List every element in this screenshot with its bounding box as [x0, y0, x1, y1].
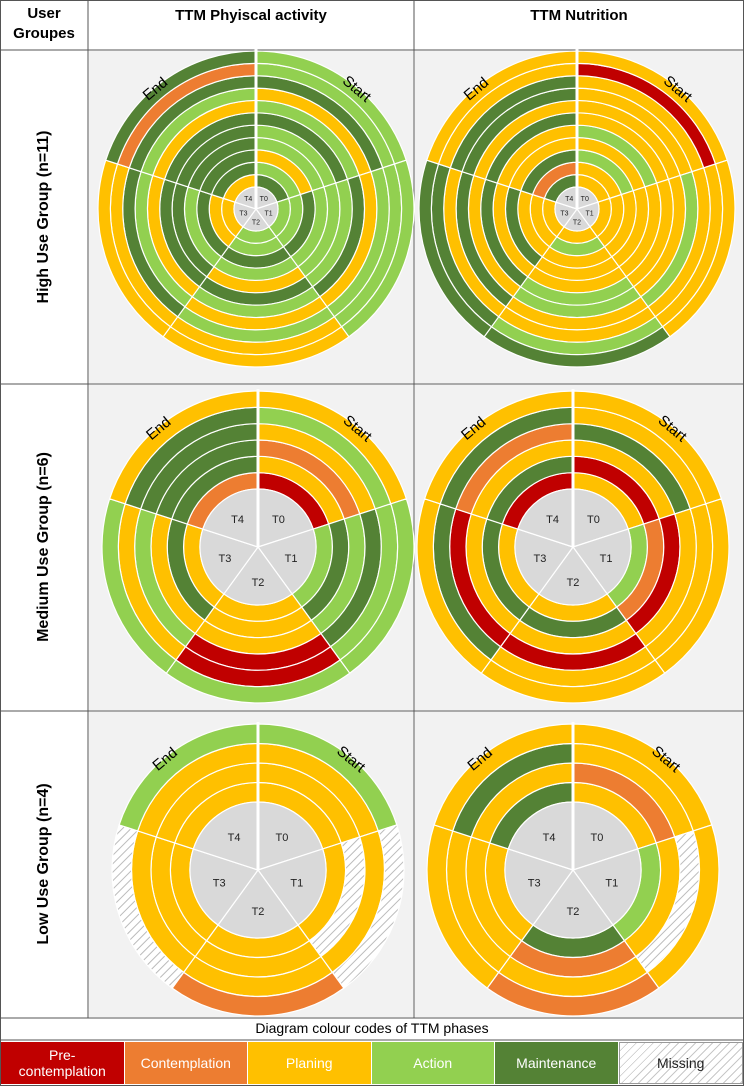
sector-label: T3 [528, 878, 541, 890]
sector-label: T0 [581, 196, 589, 203]
center-sector [223, 545, 293, 606]
center-sector [572, 848, 642, 926]
center-sector [189, 848, 259, 926]
center-sector [517, 488, 574, 548]
sector-label: T4 [565, 196, 573, 203]
sector-label: T1 [585, 211, 593, 218]
legend: Pre-contemplation Contemplation Planing Act… [1, 1042, 743, 1084]
sector-label: T4 [231, 514, 244, 526]
sector-label: T2 [252, 906, 265, 918]
sector-label: T0 [587, 514, 600, 526]
sector-label: T3 [218, 553, 231, 565]
sector-label: T1 [264, 211, 272, 218]
center-sector [514, 528, 574, 595]
legend-title: Diagram colour codes of TTM phases [255, 1020, 489, 1036]
center-sector [257, 488, 314, 548]
sector-label: T2 [252, 577, 265, 589]
center-sector [538, 545, 608, 606]
center-sector [257, 848, 327, 926]
center-sector [257, 528, 317, 595]
center-sector [257, 801, 324, 871]
center-sector [504, 848, 574, 926]
sector-label: T2 [573, 220, 581, 227]
sector-label: T1 [290, 878, 303, 890]
center-sector [572, 528, 632, 595]
legend-item-precontemplation: Pre-contemplation [1, 1042, 125, 1084]
legend-item-planing: Planing [248, 1042, 372, 1084]
sector-label: T2 [567, 577, 580, 589]
sector-label: T4 [228, 832, 241, 844]
center-sector [532, 868, 614, 939]
legend-item-missing: Missing [618, 1042, 743, 1084]
sector-label: T4 [543, 832, 556, 844]
legend-item-action: Action [371, 1042, 495, 1084]
center-sector [217, 868, 299, 939]
legend-item-contemplation: Contemplation [124, 1042, 248, 1084]
sector-label: T2 [567, 906, 580, 918]
sector-label: T4 [546, 514, 559, 526]
sector-label: T3 [213, 878, 226, 890]
col-header-physical: TTM Phyiscal activity [175, 7, 327, 24]
sector-label: T3 [239, 211, 247, 218]
center-sector [572, 801, 639, 871]
center-sector [192, 801, 259, 871]
center-sector [202, 488, 259, 548]
sector-label: T1 [605, 878, 618, 890]
sector-label: T0 [272, 514, 285, 526]
sector-label: T0 [276, 832, 289, 844]
sector-label: T1 [285, 553, 298, 565]
sector-label: T0 [260, 196, 268, 203]
center-sector [572, 488, 629, 548]
center-sector [507, 801, 574, 871]
center-sector [199, 528, 259, 595]
sector-label: T2 [252, 220, 260, 227]
sector-label: T0 [591, 832, 604, 844]
col-header-nutrition: TTM Nutrition [530, 7, 628, 24]
legend-item-maintenance: Maintenance [495, 1042, 619, 1084]
sector-label: T4 [244, 196, 252, 203]
sector-label: T3 [533, 553, 546, 565]
sector-label: T3 [560, 211, 568, 218]
groups-header: User Groupes [13, 5, 75, 42]
sector-label: T1 [600, 553, 613, 565]
